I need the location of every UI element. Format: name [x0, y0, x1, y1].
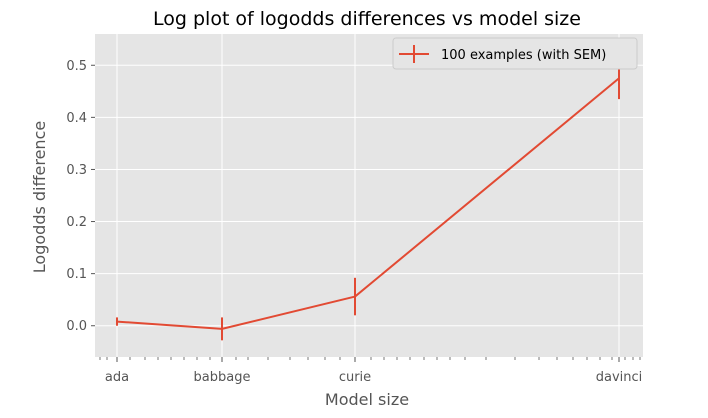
y-tick-label: 0.1 [66, 267, 87, 282]
x-tick-label: babbage [194, 370, 251, 385]
x-tick-labels: ada babbage curie davinci [105, 357, 642, 385]
y-tick-label: 0.4 [66, 111, 87, 126]
x-tick-label: curie [339, 370, 371, 385]
x-axis-label: Model size [325, 390, 409, 409]
x-tick-label: davinci [596, 370, 643, 385]
y-tick-label: 0.2 [66, 215, 87, 230]
y-tick-label: 0.0 [66, 319, 87, 334]
gridlines [95, 34, 643, 357]
y-tick-label: 0.5 [66, 59, 87, 74]
y-tick-labels: 0.0 0.1 0.2 0.3 0.4 0.5 [66, 59, 95, 334]
y-axis-label: Logodds difference [30, 121, 49, 273]
legend-box [392, 37, 638, 70]
series-line [116, 77, 620, 330]
legend-label: 100 examples (with SEM) [441, 48, 606, 63]
x-minor-ticks [99, 357, 641, 360]
legend: 100 examples (with SEM) [392, 37, 638, 70]
plot-background [95, 34, 643, 357]
chart-title: Log plot of logodds differences vs model… [153, 8, 581, 30]
y-tick-label: 0.3 [66, 163, 87, 178]
x-tick-label: ada [105, 370, 129, 385]
